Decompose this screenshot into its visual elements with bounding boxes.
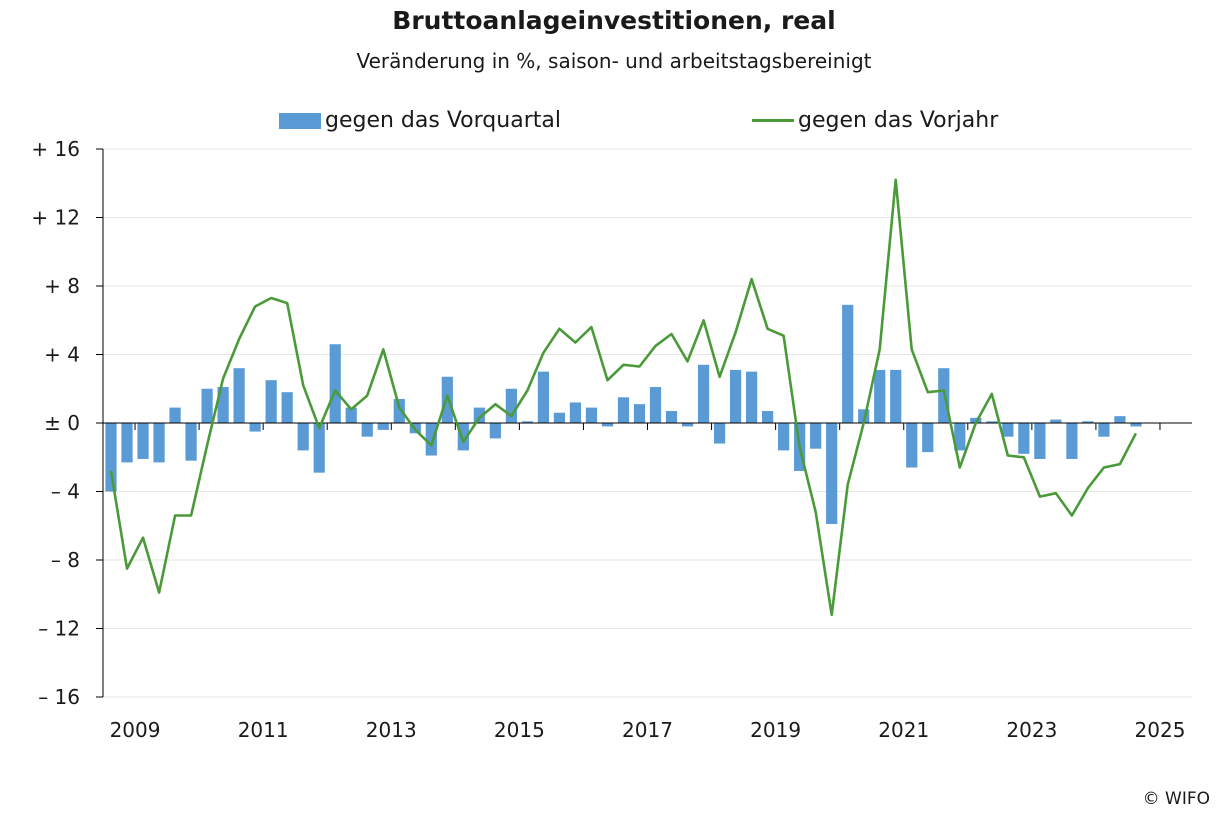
bar-vorquartal bbox=[441, 376, 453, 423]
chart-title: Bruttoanlageinvestitionen, real bbox=[392, 6, 836, 35]
bar-vorquartal bbox=[265, 380, 277, 423]
bar-vorquartal bbox=[1018, 423, 1030, 454]
bar-vorquartal bbox=[858, 409, 870, 423]
bar-vorquartal bbox=[425, 423, 437, 456]
bar-vorquartal bbox=[169, 407, 181, 423]
bar-vorquartal bbox=[729, 369, 742, 423]
bar-vorquartal bbox=[137, 423, 149, 459]
bar-vorquartal bbox=[553, 412, 566, 423]
legend-line-label: gegen das Vorjahr bbox=[798, 108, 999, 133]
y-tick-label: – 8 bbox=[51, 548, 80, 572]
bar-vorquartal bbox=[1050, 419, 1062, 423]
bar-vorquartal bbox=[842, 304, 854, 423]
bar-vorquartal bbox=[601, 423, 614, 427]
y-tick-label: – 16 bbox=[38, 685, 80, 709]
bar-vorquartal bbox=[281, 392, 293, 423]
y-tick-label: – 4 bbox=[51, 480, 80, 504]
bar-vorquartal bbox=[249, 423, 261, 432]
bar-vorquartal bbox=[713, 423, 726, 444]
x-tick-label: 2021 bbox=[878, 718, 929, 742]
bar-vorquartal bbox=[778, 423, 790, 451]
bar-vorquartal bbox=[121, 423, 133, 463]
bar-vorquartal bbox=[745, 371, 758, 423]
x-tick-label: 2019 bbox=[750, 718, 801, 742]
x-tick-label: 2013 bbox=[366, 718, 417, 742]
bar-vorquartal bbox=[537, 371, 550, 423]
copyright-note: © WIFO bbox=[1142, 789, 1210, 809]
x-tick-label: 2023 bbox=[1006, 718, 1057, 742]
bar-vorquartal bbox=[185, 423, 197, 461]
bar-vorquartal bbox=[329, 344, 341, 423]
y-tick-label: ± 0 bbox=[44, 411, 80, 435]
chart-subtitle: Veränderung in %, saison- und arbeitstag… bbox=[356, 49, 872, 73]
bar-vorquartal bbox=[986, 421, 998, 423]
bar-vorquartal bbox=[649, 387, 662, 423]
x-tick-label: 2025 bbox=[1135, 718, 1186, 742]
y-tick-label: + 16 bbox=[31, 137, 80, 161]
legend-bar-swatch bbox=[279, 112, 321, 129]
bar-vorquartal bbox=[697, 364, 710, 423]
y-tick-label: + 12 bbox=[31, 206, 80, 230]
bar-vorquartal bbox=[1002, 423, 1014, 437]
bar-vorquartal bbox=[665, 411, 678, 423]
y-tick-label: + 8 bbox=[44, 274, 80, 298]
bar-vorquartal bbox=[313, 423, 325, 473]
bar-vorquartal bbox=[906, 423, 918, 468]
bar-vorquartal bbox=[810, 423, 822, 449]
bar-vorquartal bbox=[922, 423, 934, 453]
bar-vorquartal bbox=[1066, 423, 1078, 459]
legend-item-line: gegen das Vorjahr bbox=[752, 108, 998, 133]
bar-vorquartal bbox=[826, 423, 838, 525]
bar-vorquartal bbox=[521, 421, 533, 423]
bar-vorquartal bbox=[393, 399, 405, 423]
bar-vorquartal bbox=[585, 407, 598, 423]
bar-vorquartal bbox=[201, 388, 213, 423]
bar-vorquartal bbox=[489, 423, 501, 439]
bar-vorquartal bbox=[473, 407, 485, 423]
bar-vorquartal bbox=[1130, 423, 1142, 427]
legend-item-bars: gegen das Vorquartal bbox=[279, 108, 561, 133]
legend-bar-label: gegen das Vorquartal bbox=[325, 108, 561, 133]
bar-vorquartal bbox=[762, 411, 774, 423]
legend-line-swatch bbox=[752, 119, 794, 122]
bar-vorquartal bbox=[1034, 423, 1046, 459]
bar-vorquartal bbox=[1082, 421, 1094, 423]
bar-vorquartal bbox=[1098, 423, 1110, 437]
bar-vorquartal bbox=[345, 407, 357, 423]
y-tick-label: + 4 bbox=[44, 343, 80, 367]
bar-vorquartal bbox=[954, 423, 966, 451]
bar-vorquartal bbox=[505, 388, 517, 423]
line-vorjahr bbox=[109, 178, 1138, 617]
bar-vorquartal bbox=[874, 369, 886, 423]
x-tick-label: 2011 bbox=[238, 718, 289, 742]
bar-vorquartal bbox=[297, 423, 309, 451]
bar-vorquartal bbox=[105, 423, 117, 492]
x-tick-label: 2017 bbox=[622, 718, 673, 742]
bar-vorquartal bbox=[617, 397, 630, 423]
bar-vorquartal bbox=[217, 387, 229, 423]
bar-vorquartal bbox=[633, 404, 646, 423]
x-tick-label: 2015 bbox=[494, 718, 545, 742]
bar-vorquartal bbox=[377, 423, 389, 430]
bar-vorquartal bbox=[361, 423, 373, 437]
bar-vorquartal bbox=[153, 423, 165, 463]
x-tick-label: 2009 bbox=[110, 718, 161, 742]
bar-vorquartal bbox=[681, 423, 694, 427]
bar-vorquartal bbox=[1114, 416, 1126, 423]
bar-vorquartal bbox=[890, 369, 902, 423]
bar-vorquartal bbox=[233, 368, 245, 423]
bar-vorquartal bbox=[457, 423, 469, 451]
bar-vorquartal bbox=[569, 402, 582, 423]
y-tick-label: – 12 bbox=[38, 617, 80, 641]
